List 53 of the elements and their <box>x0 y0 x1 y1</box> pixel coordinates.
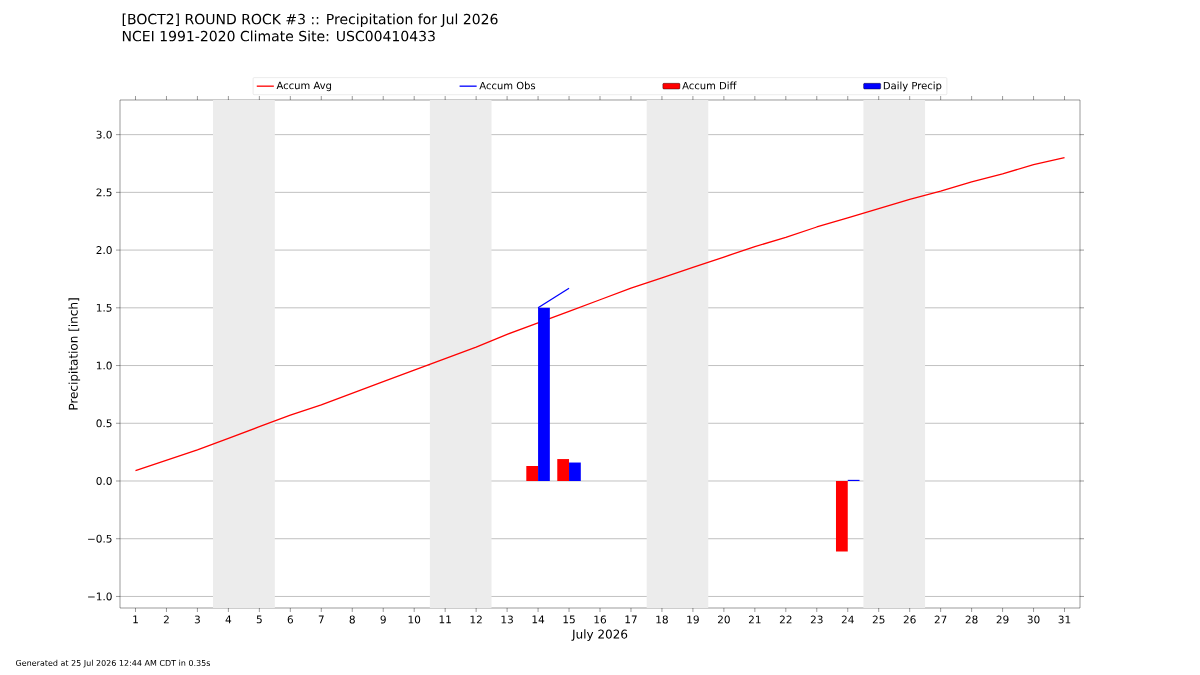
x-tick-label: 30 <box>1027 615 1040 624</box>
legend-label: Accum Avg <box>276 81 332 92</box>
x-tick-label: 5 <box>256 615 262 624</box>
x-tick-label: 1 <box>133 615 138 624</box>
x-tick-label: 23 <box>810 615 823 624</box>
chart-title: [BOCT2] ROUND ROCK #3 :: Precipitation for Jul 2026 <box>122 13 498 28</box>
x-tick-label: 19 <box>687 615 699 624</box>
legend-label: Daily Precip <box>883 81 942 92</box>
x-tick-label: 29 <box>996 615 1009 624</box>
x-tick-label: 27 <box>934 615 947 624</box>
bar <box>569 462 581 481</box>
x-tick-label: 18 <box>656 615 668 624</box>
x-tick-label: 4 <box>225 615 232 624</box>
x-tick-label: 6 <box>287 615 293 624</box>
bar <box>557 459 570 481</box>
x-tick-label: 8 <box>349 615 355 624</box>
x-tick-label: 24 <box>841 615 854 624</box>
y-tick-label: 2.5 <box>96 188 112 197</box>
y-tick-label: 3.0 <box>96 130 112 139</box>
x-tick-label: 11 <box>439 615 451 624</box>
y-tick-label: 1.0 <box>96 361 112 370</box>
x-tick-label: 12 <box>470 615 482 624</box>
x-tick-label: 17 <box>625 615 637 624</box>
x-tick-label: 28 <box>965 615 978 624</box>
y-axis-title: Precipitation [inch] <box>68 298 81 410</box>
bar <box>835 481 848 552</box>
x-tick-label: 7 <box>318 615 324 624</box>
x-tick-label: 10 <box>408 615 421 624</box>
y-tick-label: 0.5 <box>96 419 112 428</box>
x-tick-label: 22 <box>779 615 792 624</box>
x-tick-label: 9 <box>380 615 386 624</box>
text: Generated at 25 Jul 2026 12:44 AM CDT in 0.35s <box>15 659 211 668</box>
legend-label: Accum Diff <box>682 81 737 90</box>
y-tick-label: 1.5 <box>96 303 112 312</box>
x-tick-label: 2 <box>163 615 169 624</box>
x-axis-title: July 2026 <box>571 629 628 641</box>
x-tick-label: 3 <box>194 615 200 624</box>
x-tick-label: 16 <box>594 615 607 624</box>
x-tick-label: 20 <box>717 615 730 624</box>
y-tick-label: 2.0 <box>96 246 112 255</box>
x-tick-label: 31 <box>1058 615 1071 624</box>
legend-label: Accum Obs <box>479 81 536 90</box>
chart-subtitle: NCEI 1991-2020 Climate Site: USC00410433 <box>122 30 435 42</box>
bar <box>526 465 539 481</box>
x-tick-label: 13 <box>501 615 513 624</box>
y-tick-label: −0.5 <box>88 534 112 543</box>
x-tick-label: 15 <box>563 615 575 624</box>
x-tick-label: 26 <box>903 615 916 624</box>
y-tick-label: −1.0 <box>88 592 112 601</box>
y-tick-label: 0.0 <box>96 477 112 485</box>
x-tick-label: 25 <box>872 615 885 624</box>
x-tick-label: 14 <box>532 615 545 624</box>
x-tick-label: 21 <box>748 615 761 624</box>
